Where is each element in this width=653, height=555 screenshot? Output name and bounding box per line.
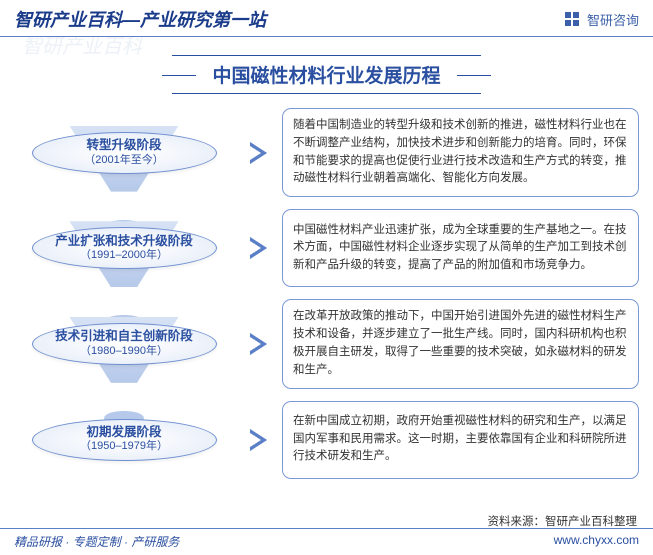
- stage-row: 产业扩张和技术升级阶段 （1991–2000年） 中国磁性材料产业迅速扩张，成为…: [14, 209, 639, 287]
- source-attribution: 资料来源：智研产业百科整理: [488, 513, 638, 529]
- header-title: 智研产业百科—产业研究第一站: [14, 6, 266, 32]
- stage-description-box: 随着中国制造业的转型升级和技术创新的推进，磁性材料行业也在不断调整产业结构，加快…: [282, 108, 639, 197]
- stage-oval: 初期发展阶段 （1950–1979年）: [32, 419, 217, 461]
- stage-period: （1980–1990年）: [80, 345, 168, 359]
- stage-oval-col: 初期发展阶段 （1950–1979年）: [14, 419, 234, 461]
- stage-oval-col: 技术引进和自主创新阶段 （1980–1990年）: [14, 323, 234, 365]
- stage-description: 中国磁性材料产业迅速扩张，成为全球重要的生产基地之一。在技术方面，中国磁性材料企…: [293, 222, 628, 275]
- footer-bar: 精品研报 · 专题定制 · 产研服务 www.chyxx.com: [0, 528, 653, 555]
- stage-name: 技术引进和自主创新阶段: [55, 329, 193, 345]
- brand-text: 智研咨询: [587, 10, 639, 29]
- stage-oval-col: 产业扩张和技术升级阶段 （1991–2000年）: [14, 227, 234, 269]
- main-title-text: 中国磁性材料行业发展历程: [212, 66, 440, 87]
- stage-period: （1991–2000年）: [80, 249, 168, 263]
- timeline-content: 转型升级阶段 （2001年至今） 随着中国制造业的转型升级和技术创新的推进，磁性…: [0, 108, 653, 479]
- arrow-right-icon: [250, 142, 267, 164]
- header-brand: 智研咨询: [563, 10, 639, 29]
- brand-logo-icon: [563, 10, 581, 28]
- stage-oval-col: 转型升级阶段 （2001年至今）: [14, 132, 234, 174]
- arrow-col: [244, 333, 272, 355]
- stage-description-box: 在改革开放政策的推动下，中国开始引进国外先进的磁性材料生产技术和设备，并逐步建立…: [282, 299, 639, 388]
- arrow-right-icon: [250, 333, 267, 355]
- footer-url: www.chyxx.com: [554, 533, 639, 550]
- stage-description: 在改革开放政策的推动下，中国开始引进国外先进的磁性材料生产技术和设备，并逐步建立…: [293, 308, 628, 379]
- main-title-frame: 中国磁性材料行业发展历程: [0, 55, 653, 94]
- stage-row: 初期发展阶段 （1950–1979年） 在新中国成立初期，政府开始重视磁性材料的…: [14, 401, 639, 479]
- stage-period: （2001年至今）: [84, 154, 163, 168]
- footer-left-text: 精品研报 · 专题定制 · 产研服务: [14, 533, 179, 550]
- arrow-col: [244, 429, 272, 451]
- stage-name: 初期发展阶段: [86, 425, 161, 441]
- arrow-col: [244, 237, 272, 259]
- stage-row: 技术引进和自主创新阶段 （1980–1990年） 在改革开放政策的推动下，中国开…: [14, 299, 639, 388]
- stage-description: 在新中国成立初期，政府开始重视磁性材料的研究和生产，以满足国内军事和民用需求。这…: [293, 413, 628, 466]
- stage-oval: 产业扩张和技术升级阶段 （1991–2000年）: [32, 227, 217, 269]
- stage-name: 转型升级阶段: [86, 138, 161, 154]
- main-title: 中国磁性材料行业发展历程: [172, 55, 480, 94]
- arrow-right-icon: [250, 429, 267, 451]
- stage-period: （1950–1979年）: [80, 440, 168, 454]
- stage-description-box: 在新中国成立初期，政府开始重视磁性材料的研究和生产，以满足国内军事和民用需求。这…: [282, 401, 639, 479]
- stage-description: 随着中国制造业的转型升级和技术创新的推进，磁性材料行业也在不断调整产业结构，加快…: [293, 117, 628, 188]
- arrow-right-icon: [250, 237, 267, 259]
- stage-row: 转型升级阶段 （2001年至今） 随着中国制造业的转型升级和技术创新的推进，磁性…: [14, 108, 639, 197]
- stage-oval: 技术引进和自主创新阶段 （1980–1990年）: [32, 323, 217, 365]
- arrow-col: [244, 142, 272, 164]
- stage-name: 产业扩张和技术升级阶段: [55, 234, 193, 250]
- stage-description-box: 中国磁性材料产业迅速扩张，成为全球重要的生产基地之一。在技术方面，中国磁性材料企…: [282, 209, 639, 287]
- header-bar: 智研产业百科—产业研究第一站 智研咨询: [0, 0, 653, 37]
- stage-oval: 转型升级阶段 （2001年至今）: [32, 132, 217, 174]
